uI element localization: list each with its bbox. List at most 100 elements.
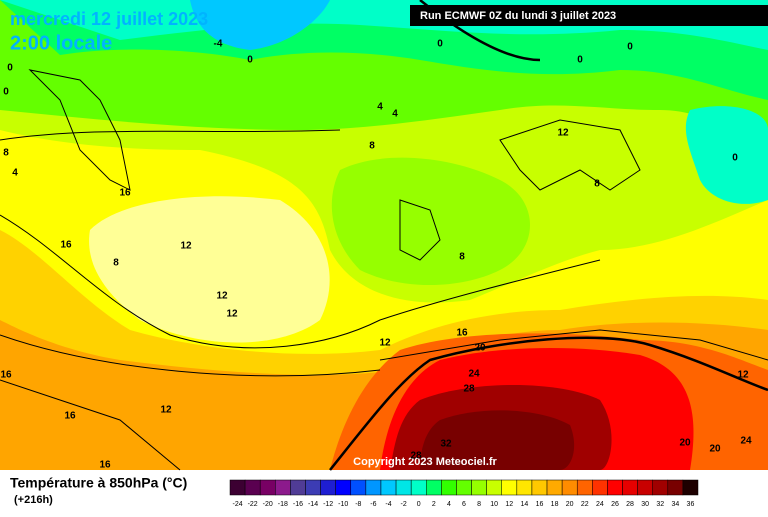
contour-label: 12 — [226, 309, 238, 320]
legend-tick-label: 8 — [477, 501, 481, 508]
legend-cell — [667, 479, 684, 496]
legend-cell — [335, 479, 352, 496]
legend-tick-label: 12 — [505, 501, 513, 508]
contour-label: 16 — [456, 328, 468, 339]
legend-tick-label: -4 — [385, 501, 391, 508]
date: mercredi 12 juillet 2023 — [10, 9, 208, 29]
contour-label: 8 — [3, 148, 9, 159]
legend-tick-label: 10 — [490, 501, 498, 508]
legend-tick-label: 30 — [641, 501, 649, 508]
legend-tick-label: 14 — [520, 501, 528, 508]
legend-tick-label: 4 — [447, 501, 451, 508]
copyright: Copyright 2023 Meteociel.fr — [353, 456, 497, 468]
contour-label: 24 — [740, 436, 752, 447]
contour-label: 16 — [60, 240, 72, 251]
contour-label: 12 — [216, 291, 228, 302]
legend-tick-label: -18 — [278, 501, 288, 508]
contour-label: 0 — [3, 87, 9, 98]
legend-cell — [592, 479, 608, 496]
legend-cell — [652, 479, 669, 496]
legend-cell — [410, 479, 427, 496]
contour-label: 4 — [392, 109, 398, 120]
contour-label: 16 — [119, 188, 131, 199]
contour-label: 8 — [113, 258, 119, 269]
legend-cell — [471, 479, 487, 496]
legend-tick-label: 26 — [611, 501, 619, 508]
legend-tick-label: 18 — [551, 501, 559, 508]
contour-label: 12 — [180, 241, 192, 252]
contour-label: 24 — [468, 369, 480, 380]
legend-cell — [637, 479, 653, 496]
zone-cold-east — [685, 106, 768, 204]
legend-cell — [561, 479, 578, 496]
contour-label: 20 — [474, 343, 486, 354]
legend-cell — [320, 479, 336, 496]
legend-tick-label: 0 — [417, 501, 421, 508]
time: 2:00 locale — [10, 32, 112, 54]
contour-label: 12 — [160, 405, 172, 416]
contour-label: 0 — [437, 39, 443, 50]
legend-tick-label: -20 — [263, 501, 273, 508]
contour-label: -4 — [214, 39, 223, 50]
legend-cell — [244, 479, 261, 496]
legend-tick-label: 6 — [462, 501, 466, 508]
legend-tick-label: 2 — [432, 501, 436, 508]
legend-tick-label: 34 — [671, 501, 679, 508]
contour-label: 0 — [577, 55, 583, 66]
contour-label: 8 — [459, 252, 465, 263]
contour-label: 12 — [379, 338, 391, 349]
legend-cell — [305, 479, 321, 496]
legend-tick-label: 16 — [536, 501, 544, 508]
contour-label: 28 — [410, 451, 422, 462]
coastlines — [0, 69, 768, 471]
contour-label: 8 — [369, 141, 375, 152]
zone-green-blob — [331, 157, 530, 285]
legend-cell — [275, 479, 291, 496]
zone-cold-blue — [190, 0, 330, 50]
contour-label: 4 — [12, 168, 18, 179]
run-box — [410, 5, 768, 26]
legend-cell — [546, 479, 563, 496]
contour-label: 20 — [709, 444, 721, 455]
legend-subtitle: (+216h) — [14, 494, 53, 506]
zone-light-yellow — [89, 196, 330, 343]
legend-cell — [365, 479, 382, 496]
contour-label: 0 — [247, 55, 253, 66]
contour-label: 32 — [440, 439, 452, 450]
contour-label: 20 — [679, 438, 691, 449]
legend-cell — [350, 479, 367, 496]
legend-tick-label: -22 — [248, 501, 258, 508]
contour-label: 16 — [99, 460, 111, 471]
legend-cell — [622, 479, 638, 496]
contour-label: 28 — [463, 384, 475, 395]
legend-cell — [426, 479, 442, 496]
legend-cell — [501, 479, 518, 496]
contour-label: 12 — [737, 370, 749, 381]
legend-cell — [486, 479, 502, 496]
legend-title: Température à 850hPa (°C) — [10, 475, 187, 491]
zone-extreme-core — [420, 410, 575, 470]
legend-tick-label: -10 — [338, 501, 348, 508]
contour-label: 12 — [557, 128, 569, 139]
legend-cell — [456, 479, 472, 496]
legend-tick-label: 32 — [656, 501, 664, 508]
legend-cell — [516, 479, 533, 496]
legend-tick-label: 24 — [596, 501, 604, 508]
contour-label: 16 — [0, 370, 12, 381]
isotherms — [0, 129, 601, 377]
legend-tick-label: 20 — [566, 501, 574, 508]
legend-tick-label: 28 — [626, 501, 634, 508]
legend-tick-label: 22 — [581, 501, 589, 508]
legend-tick-label: -14 — [308, 501, 318, 508]
legend-cell — [395, 479, 412, 496]
legend-cell — [259, 479, 276, 496]
contour-label: 8 — [594, 179, 600, 190]
legend-cell — [576, 479, 593, 496]
contour-label: 16 — [64, 411, 76, 422]
legend-tick-label: -16 — [293, 501, 303, 508]
legend-tick-label: 36 — [687, 501, 695, 508]
contour-label: 0 — [627, 42, 633, 53]
run: Run ECMWF 0Z du lundi 3 juillet 2023 — [420, 10, 616, 22]
